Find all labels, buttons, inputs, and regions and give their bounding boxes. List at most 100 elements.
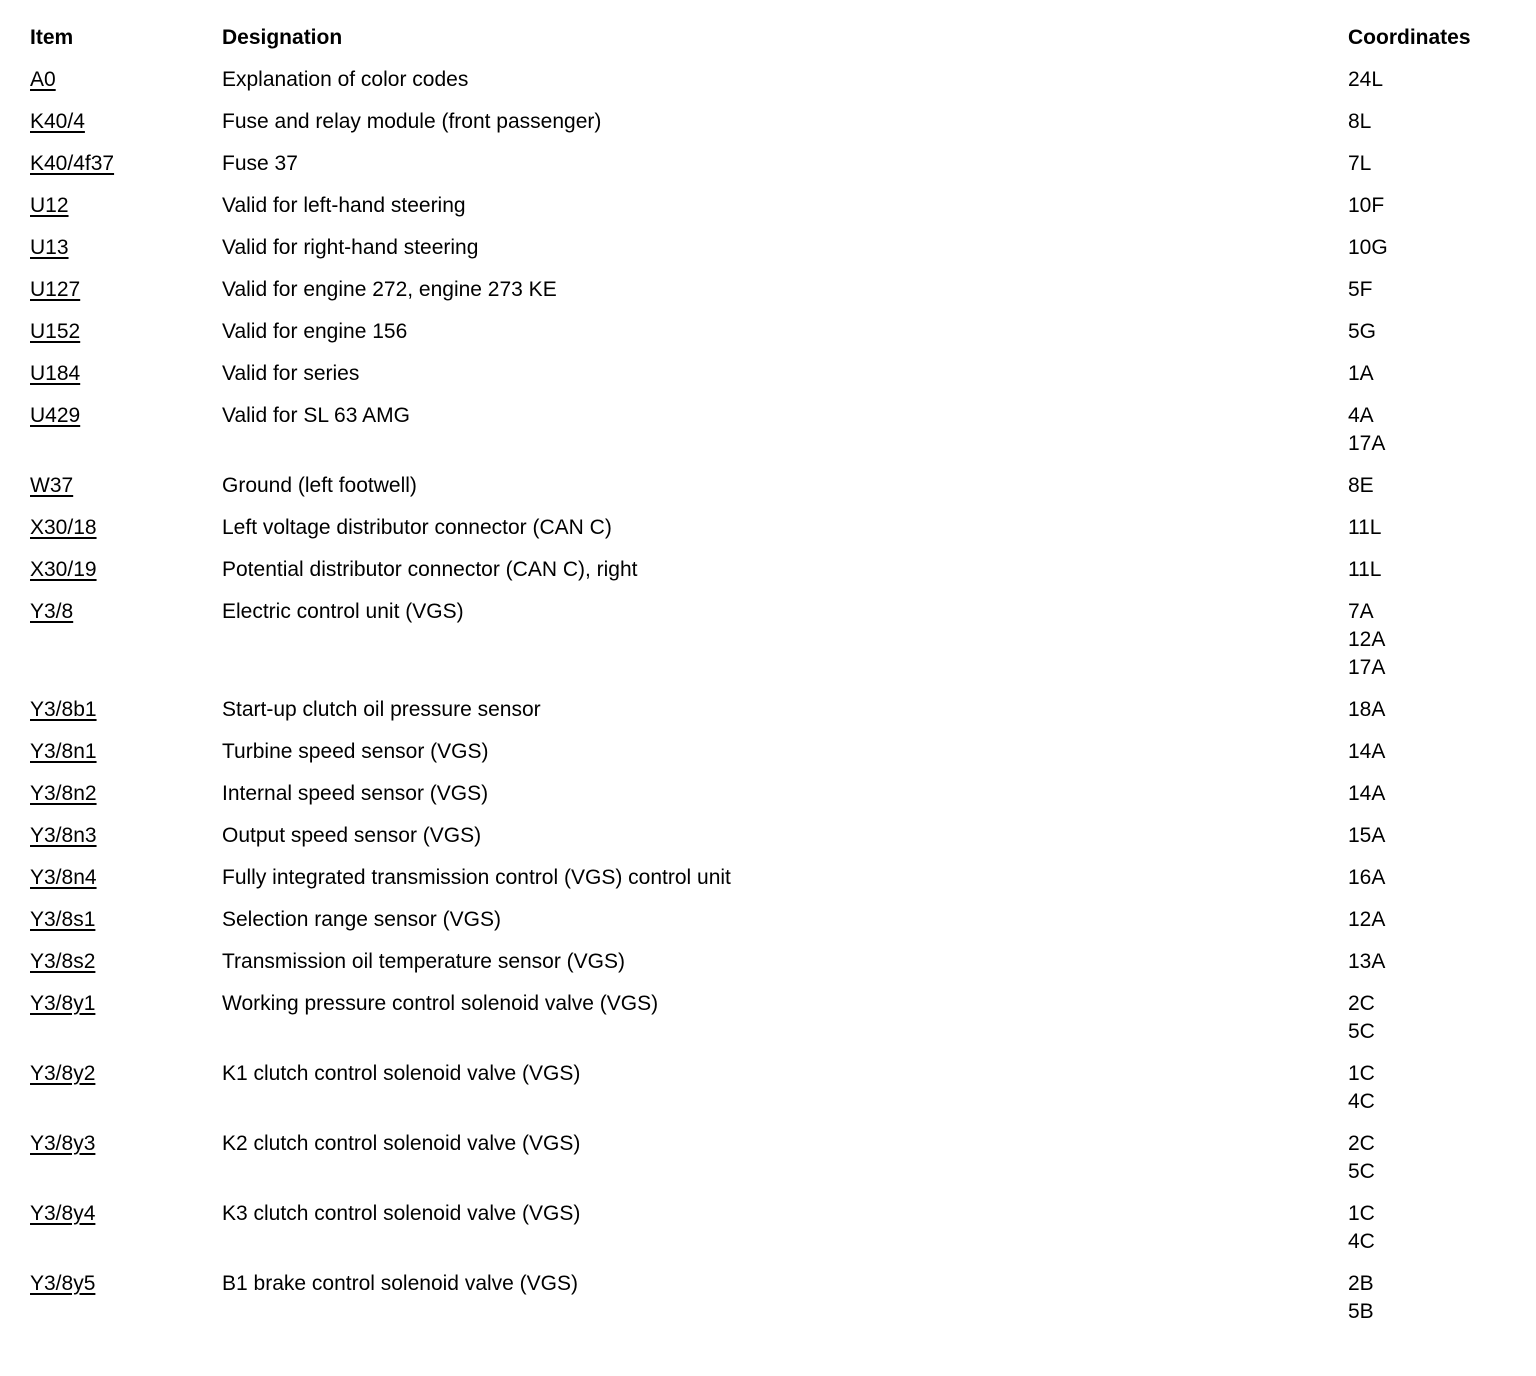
table-row: Y3/8y5 B1 brake control solenoid valve (… [30, 1270, 1536, 1326]
designation-text: Valid for engine 272, engine 273 KE [222, 278, 557, 301]
item-cell: U127 [30, 276, 222, 304]
item-cell: Y3/8y4 [30, 1200, 222, 1228]
item-code-link[interactable]: U13 [30, 236, 69, 259]
item-code-link[interactable]: Y3/8s2 [30, 950, 96, 973]
table-row: U12 Valid for left-hand steering 10F [30, 192, 1536, 220]
coordinates-text: 1A [1348, 362, 1374, 385]
table-row: X30/18 Left voltage distributor connecto… [30, 514, 1536, 542]
item-cell: Y3/8n2 [30, 780, 222, 808]
designation-text: Ground (left footwell) [222, 474, 417, 497]
coordinates-text: 2C 5C [1348, 1132, 1375, 1183]
coordinates-text: 16A [1348, 866, 1386, 889]
item-cell: Y3/8n3 [30, 822, 222, 850]
item-cell: X30/18 [30, 514, 222, 542]
header-item: Item [30, 26, 74, 49]
table-row: Y3/8b1 Start-up clutch oil pressure sens… [30, 696, 1536, 724]
coordinates-text: 5G [1348, 320, 1377, 343]
table-row: W37 Ground (left footwell) 8E [30, 472, 1536, 500]
item-cell: Y3/8 [30, 598, 222, 626]
designation-text: K2 clutch control solenoid valve (VGS) [222, 1132, 581, 1155]
coordinates-text: 1C 4C [1348, 1062, 1375, 1113]
coordinates-text: 18A [1348, 698, 1386, 721]
item-cell: U12 [30, 192, 222, 220]
designation-text: Internal speed sensor (VGS) [222, 782, 489, 805]
table-row: Y3/8n4 Fully integrated transmission con… [30, 864, 1536, 892]
item-code-link[interactable]: Y3/8s1 [30, 908, 96, 931]
item-code-link[interactable]: K40/4f37 [30, 152, 115, 175]
table-row: Y3/8y3 K2 clutch control solenoid valve … [30, 1130, 1536, 1186]
item-cell: Y3/8y3 [30, 1130, 222, 1158]
designation-text: Explanation of color codes [222, 68, 469, 91]
coordinates-text: 24L [1348, 68, 1384, 91]
coordinates-text: 7A 12A 17A [1348, 600, 1386, 679]
designation-text: Valid for right-hand steering [222, 236, 479, 259]
item-code-link[interactable]: A0 [30, 68, 56, 91]
item-code-link[interactable]: Y3/8y5 [30, 1272, 96, 1295]
table-row: Y3/8y2 K1 clutch control solenoid valve … [30, 1060, 1536, 1116]
table-row: Y3/8y1 Working pressure control solenoid… [30, 990, 1536, 1046]
designation-text: Valid for series [222, 362, 360, 385]
item-code-link[interactable]: Y3/8 [30, 600, 74, 623]
item-code-link[interactable]: Y3/8y2 [30, 1062, 96, 1085]
table-row: Y3/8s1 Selection range sensor (VGS) 12A [30, 906, 1536, 934]
item-code-link[interactable]: W37 [30, 474, 74, 497]
designation-text: Start-up clutch oil pressure sensor [222, 698, 541, 721]
coordinates-text: 14A [1348, 740, 1386, 763]
table-row: U429 Valid for SL 63 AMG 4A 17A [30, 402, 1536, 458]
item-code-link[interactable]: U152 [30, 320, 81, 343]
coordinates-text: 10F [1348, 194, 1385, 217]
designation-text: Output speed sensor (VGS) [222, 824, 482, 847]
coordinates-text: 2C 5C [1348, 992, 1375, 1043]
item-cell: A0 [30, 66, 222, 94]
item-code-link[interactable]: Y3/8b1 [30, 698, 97, 721]
table-row: Y3/8 Electric control unit (VGS) 7A 12A … [30, 598, 1536, 682]
item-code-link[interactable]: U12 [30, 194, 69, 217]
table-row: U13 Valid for right-hand steering 10G [30, 234, 1536, 262]
item-code-link[interactable]: Y3/8n3 [30, 824, 97, 847]
table-row: Y3/8n1 Turbine speed sensor (VGS) 14A [30, 738, 1536, 766]
item-cell: U152 [30, 318, 222, 346]
designation-text: Valid for SL 63 AMG [222, 404, 410, 427]
designation-text: B1 brake control solenoid valve (VGS) [222, 1272, 579, 1295]
item-code-link[interactable]: U184 [30, 362, 81, 385]
item-code-link[interactable]: Y3/8y1 [30, 992, 96, 1015]
table-row: K40/4f37 Fuse 37 7L [30, 150, 1536, 178]
item-cell: X30/19 [30, 556, 222, 584]
designation-text: Transmission oil temperature sensor (VGS… [222, 950, 626, 973]
table-row: A0 Explanation of color codes 24L [30, 66, 1536, 94]
item-code-link[interactable]: X30/18 [30, 516, 97, 539]
item-cell: Y3/8s1 [30, 906, 222, 934]
item-code-link[interactable]: X30/19 [30, 558, 97, 581]
table-header: Item Designation Coordinates [30, 24, 1536, 52]
item-cell: Y3/8y5 [30, 1270, 222, 1298]
designation-text: K1 clutch control solenoid valve (VGS) [222, 1062, 581, 1085]
coordinates-text: 8E [1348, 474, 1374, 497]
item-code-link[interactable]: Y3/8n1 [30, 740, 97, 763]
table-row: U127 Valid for engine 272, engine 273 KE… [30, 276, 1536, 304]
coordinates-text: 12A [1348, 908, 1386, 931]
item-cell: Y3/8n1 [30, 738, 222, 766]
item-code-link[interactable]: K40/4 [30, 110, 85, 133]
item-cell: U429 [30, 402, 222, 430]
coordinates-text: 7L [1348, 152, 1372, 175]
header-designation: Designation [222, 26, 343, 49]
item-cell: Y3/8n4 [30, 864, 222, 892]
item-code-link[interactable]: U127 [30, 278, 81, 301]
item-code-link[interactable]: Y3/8n2 [30, 782, 97, 805]
coordinates-text: 4A 17A [1348, 404, 1386, 455]
designation-text: Turbine speed sensor (VGS) [222, 740, 489, 763]
item-code-link[interactable]: U429 [30, 404, 81, 427]
designation-text: Fuse 37 [222, 152, 298, 175]
item-cell: K40/4f37 [30, 150, 222, 178]
item-code-link[interactable]: Y3/8n4 [30, 866, 97, 889]
table-row: Y3/8n3 Output speed sensor (VGS) 15A [30, 822, 1536, 850]
table-row: X30/19 Potential distributor connector (… [30, 556, 1536, 584]
item-code-link[interactable]: Y3/8y3 [30, 1132, 96, 1155]
table-row: U152 Valid for engine 156 5G [30, 318, 1536, 346]
item-code-link[interactable]: Y3/8y4 [30, 1202, 96, 1225]
item-cell: Y3/8s2 [30, 948, 222, 976]
designation-text: Fully integrated transmission control (V… [222, 866, 731, 889]
item-cell: Y3/8y1 [30, 990, 222, 1018]
table-row: U184 Valid for series 1A [30, 360, 1536, 388]
